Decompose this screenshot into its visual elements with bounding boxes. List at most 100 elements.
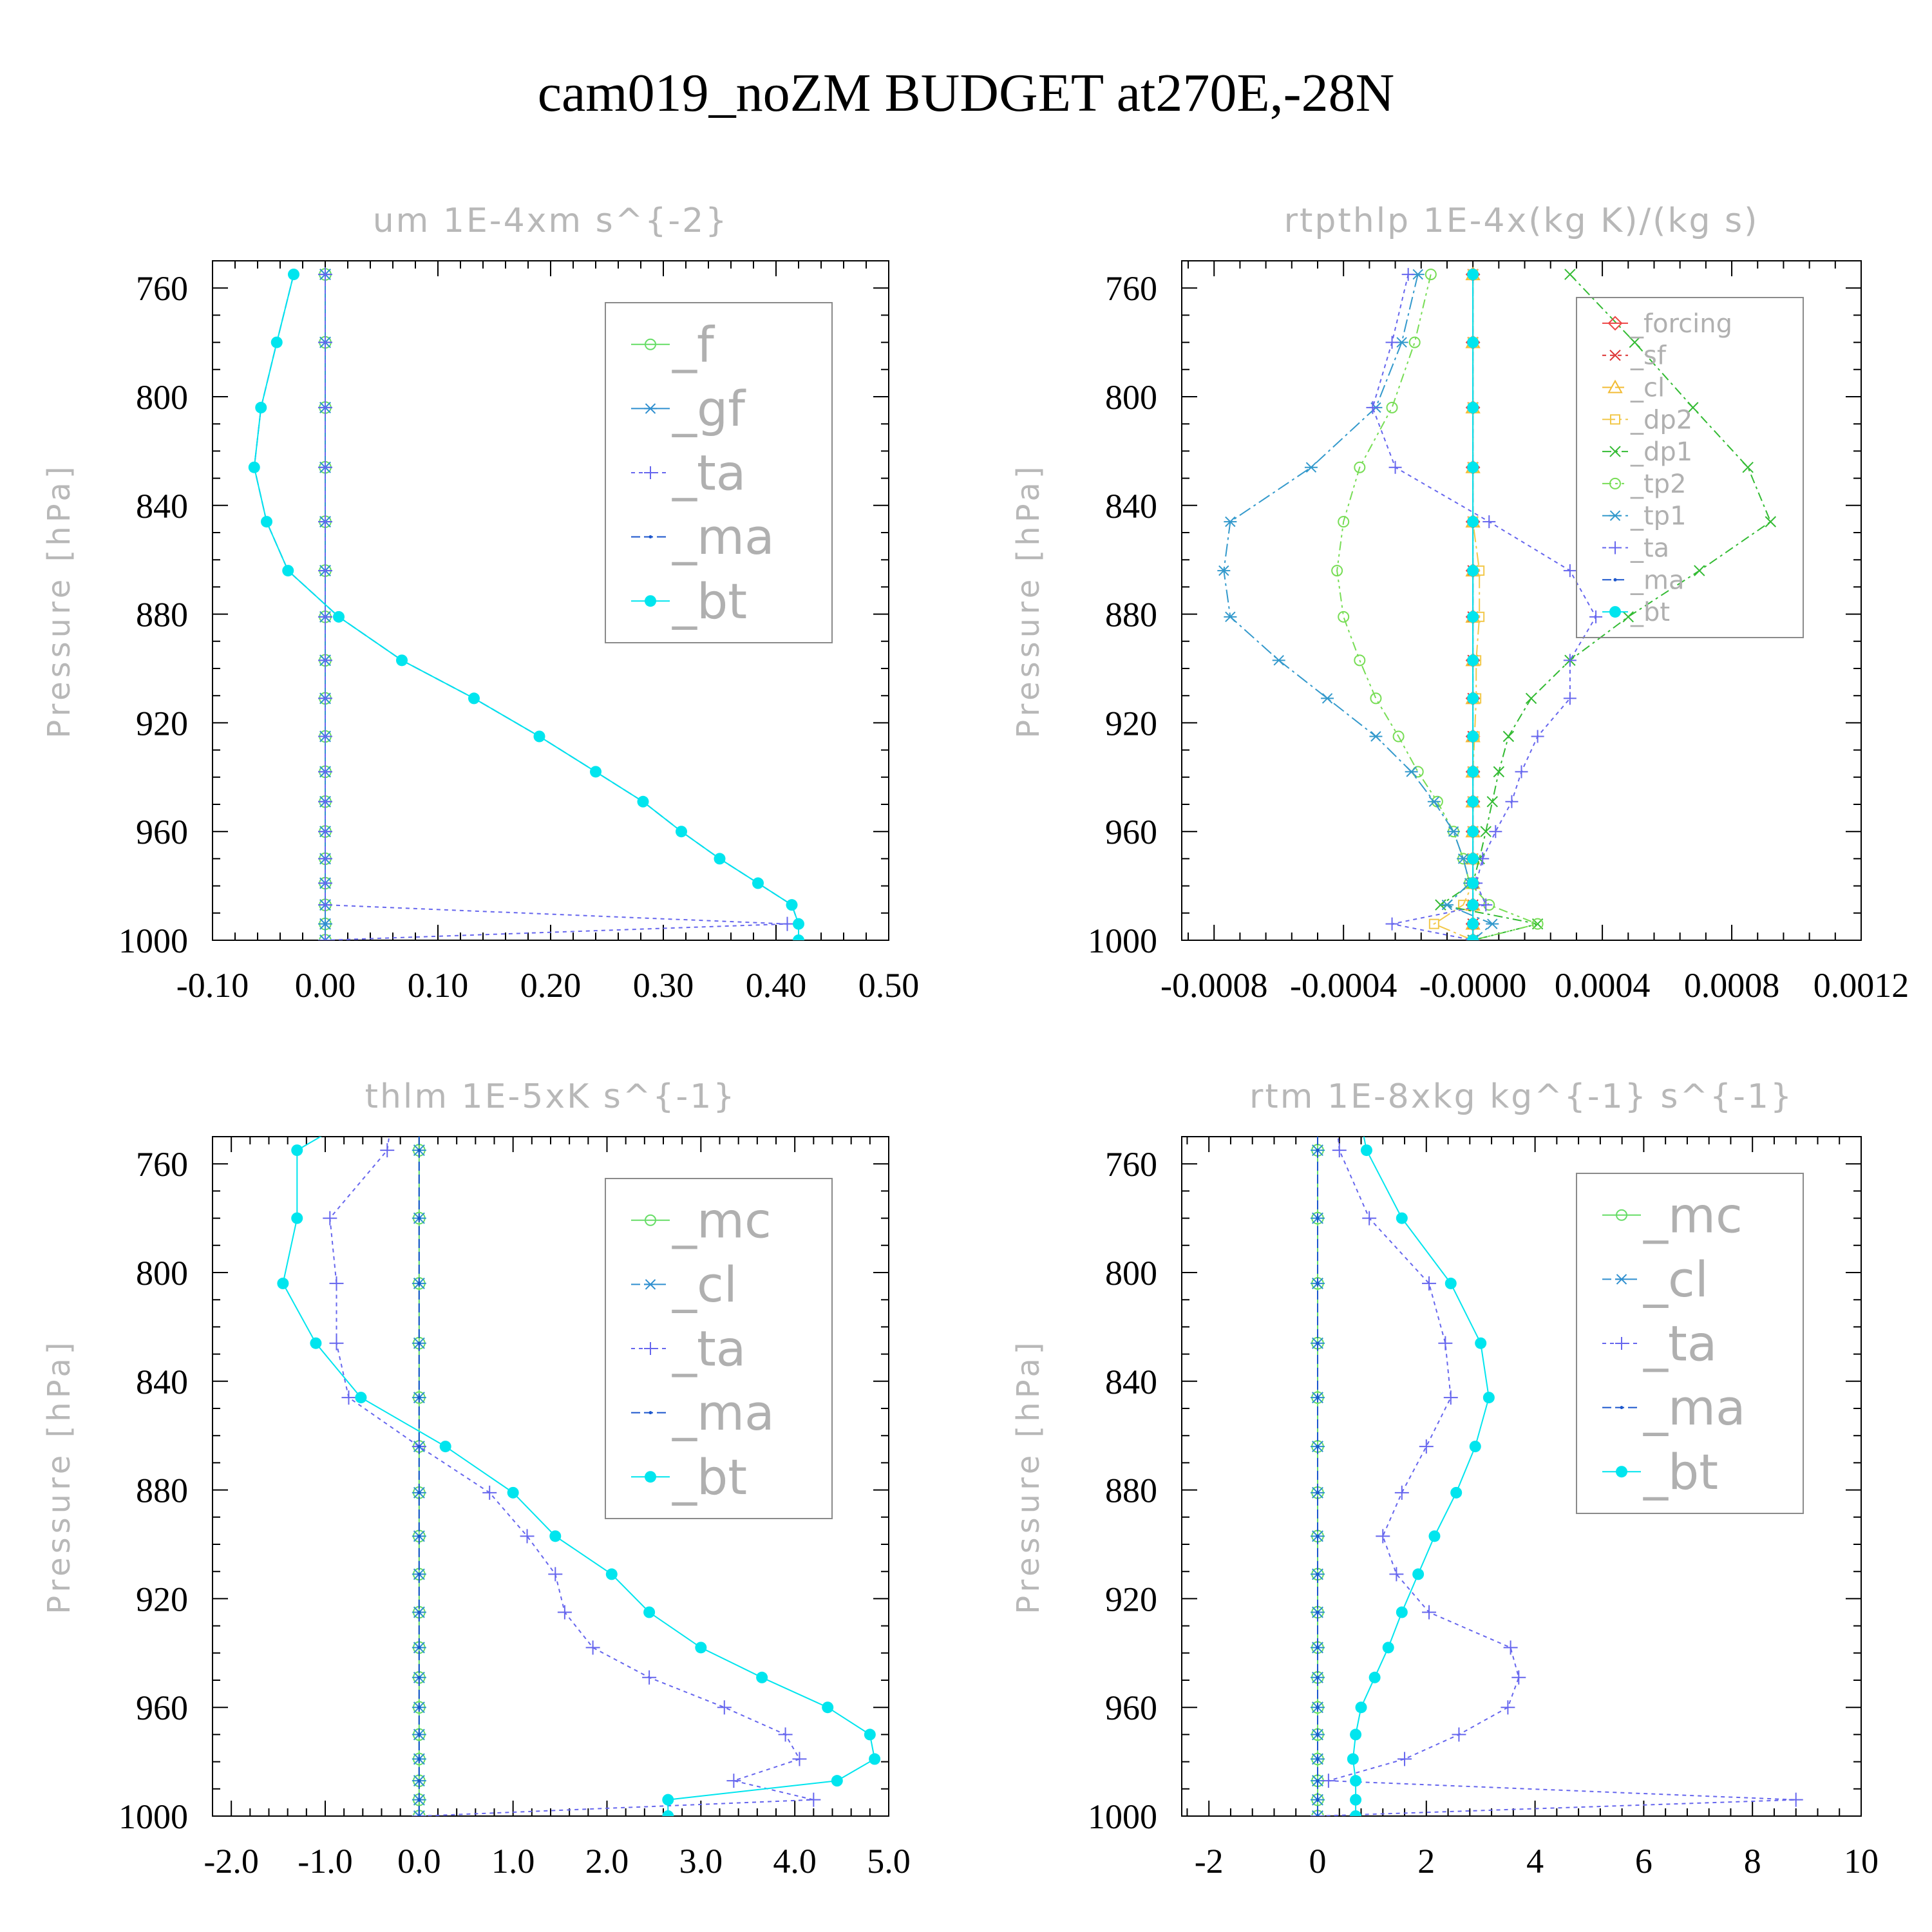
x-tick-label: 4 [1526, 1842, 1544, 1880]
legend-marker [649, 1411, 652, 1415]
data-point [1316, 1282, 1320, 1285]
y-tick-label: 920 [136, 704, 188, 743]
data-point [1440, 899, 1454, 911]
data-point [1486, 796, 1498, 808]
y-tick-label: 800 [1105, 378, 1157, 417]
data-point [1450, 1486, 1463, 1499]
series-line [1352, 1137, 1490, 1816]
y-tick-label: 760 [136, 269, 188, 308]
data-point [1486, 918, 1499, 929]
data-point [533, 730, 545, 743]
data-point [1788, 1792, 1803, 1807]
legend-marker [1609, 510, 1622, 521]
x-tick-label: -0.0008 [1160, 966, 1267, 1005]
y-tick-label: 840 [136, 1363, 188, 1401]
data-point [717, 1700, 732, 1715]
data-point [1467, 795, 1479, 808]
y-axis-label: Pressure [hPa] [1010, 1338, 1046, 1614]
legend-label: _forcing [1630, 309, 1732, 339]
y-tick-label: 960 [136, 1689, 188, 1727]
data-point [1531, 730, 1544, 743]
y-tick-label: 880 [136, 1472, 188, 1510]
data-point [1330, 1116, 1344, 1130]
panel-1: um 1E-4xm s^{-2} Pressure [hPa] 760 800 840 8… [41, 202, 919, 1005]
data-point [1316, 1645, 1320, 1649]
data-point [1355, 1701, 1367, 1714]
y-tick-label: 920 [136, 1580, 188, 1618]
y-tick-label: 960 [136, 813, 188, 851]
data-point [1467, 611, 1479, 623]
data-point [520, 1529, 535, 1544]
x-tick-label: 0.10 [408, 966, 469, 1005]
data-point [1428, 918, 1439, 929]
y-tick-label: 800 [136, 378, 188, 417]
y-axis-label: Pressure [hPa] [41, 462, 77, 738]
y-tick-label: 880 [1105, 596, 1157, 634]
data-point [1425, 269, 1437, 281]
data-point [1316, 1757, 1320, 1761]
x-tick-label: 6 [1635, 1842, 1653, 1880]
legend-marker [1609, 349, 1621, 361]
legend-label: _dp2 [1630, 405, 1692, 435]
data-point [1316, 1798, 1320, 1802]
data-point [1368, 1671, 1381, 1683]
data-point [643, 1606, 656, 1618]
data-point [417, 1779, 421, 1783]
data-point [1316, 1705, 1320, 1709]
data-point [1531, 918, 1544, 930]
legend-box [1576, 297, 1804, 638]
data-point [318, 933, 332, 940]
data-point [318, 876, 332, 891]
data-point [1376, 1529, 1390, 1544]
data-point [1467, 336, 1479, 348]
data-point [1316, 1779, 1320, 1783]
data-point [384, 1116, 398, 1130]
data-point [1502, 730, 1515, 743]
data-point [417, 1396, 421, 1399]
data-point [1321, 693, 1334, 704]
data-point [756, 1671, 768, 1683]
data-point [507, 1486, 519, 1499]
plot-frame [212, 260, 889, 941]
data-point [1338, 516, 1350, 528]
legend-marker [1615, 1337, 1628, 1350]
data-point [1505, 795, 1519, 808]
data-point [1475, 1337, 1487, 1349]
data-point [1447, 826, 1460, 837]
legend-marker [645, 595, 656, 607]
legend-marker [645, 1214, 656, 1226]
series-line [1372, 274, 1597, 940]
data-point [282, 565, 294, 577]
data-point [1385, 336, 1399, 349]
data-point [1412, 1568, 1425, 1580]
panel-title: rtpthlp 1E-4x(kg K)/(kg s) [1284, 202, 1759, 240]
legend-marker [1615, 1274, 1628, 1285]
series-dp2 [1428, 269, 1485, 940]
data-point [333, 611, 345, 623]
x-tick-label: 0.50 [858, 966, 920, 1005]
data-point [1422, 1276, 1437, 1291]
legend-label: _mc [672, 1191, 772, 1249]
legend-marker [1607, 379, 1623, 393]
data-point [1396, 1606, 1408, 1618]
data-point [318, 898, 332, 913]
data-point [318, 918, 332, 930]
legend: _mc _cl _ta _ma _bt [1576, 1173, 1804, 1514]
legend-label: _sf [1630, 341, 1667, 371]
data-point [1687, 402, 1699, 413]
data-point [1467, 853, 1479, 865]
data-point [323, 1211, 337, 1226]
data-point [786, 899, 798, 911]
data-point [417, 1645, 421, 1649]
x-tick-label: 0.00 [295, 966, 356, 1005]
legend-label: _ma [1643, 1379, 1746, 1436]
data-point [1311, 1118, 1325, 1129]
data-point [590, 766, 601, 778]
data-point [1467, 565, 1479, 577]
data-point [417, 1121, 421, 1124]
data-point [1467, 877, 1479, 889]
data-point [291, 1144, 303, 1157]
data-point [380, 1143, 395, 1158]
data-point [329, 1276, 344, 1291]
plot-area [1311, 1116, 1803, 1816]
